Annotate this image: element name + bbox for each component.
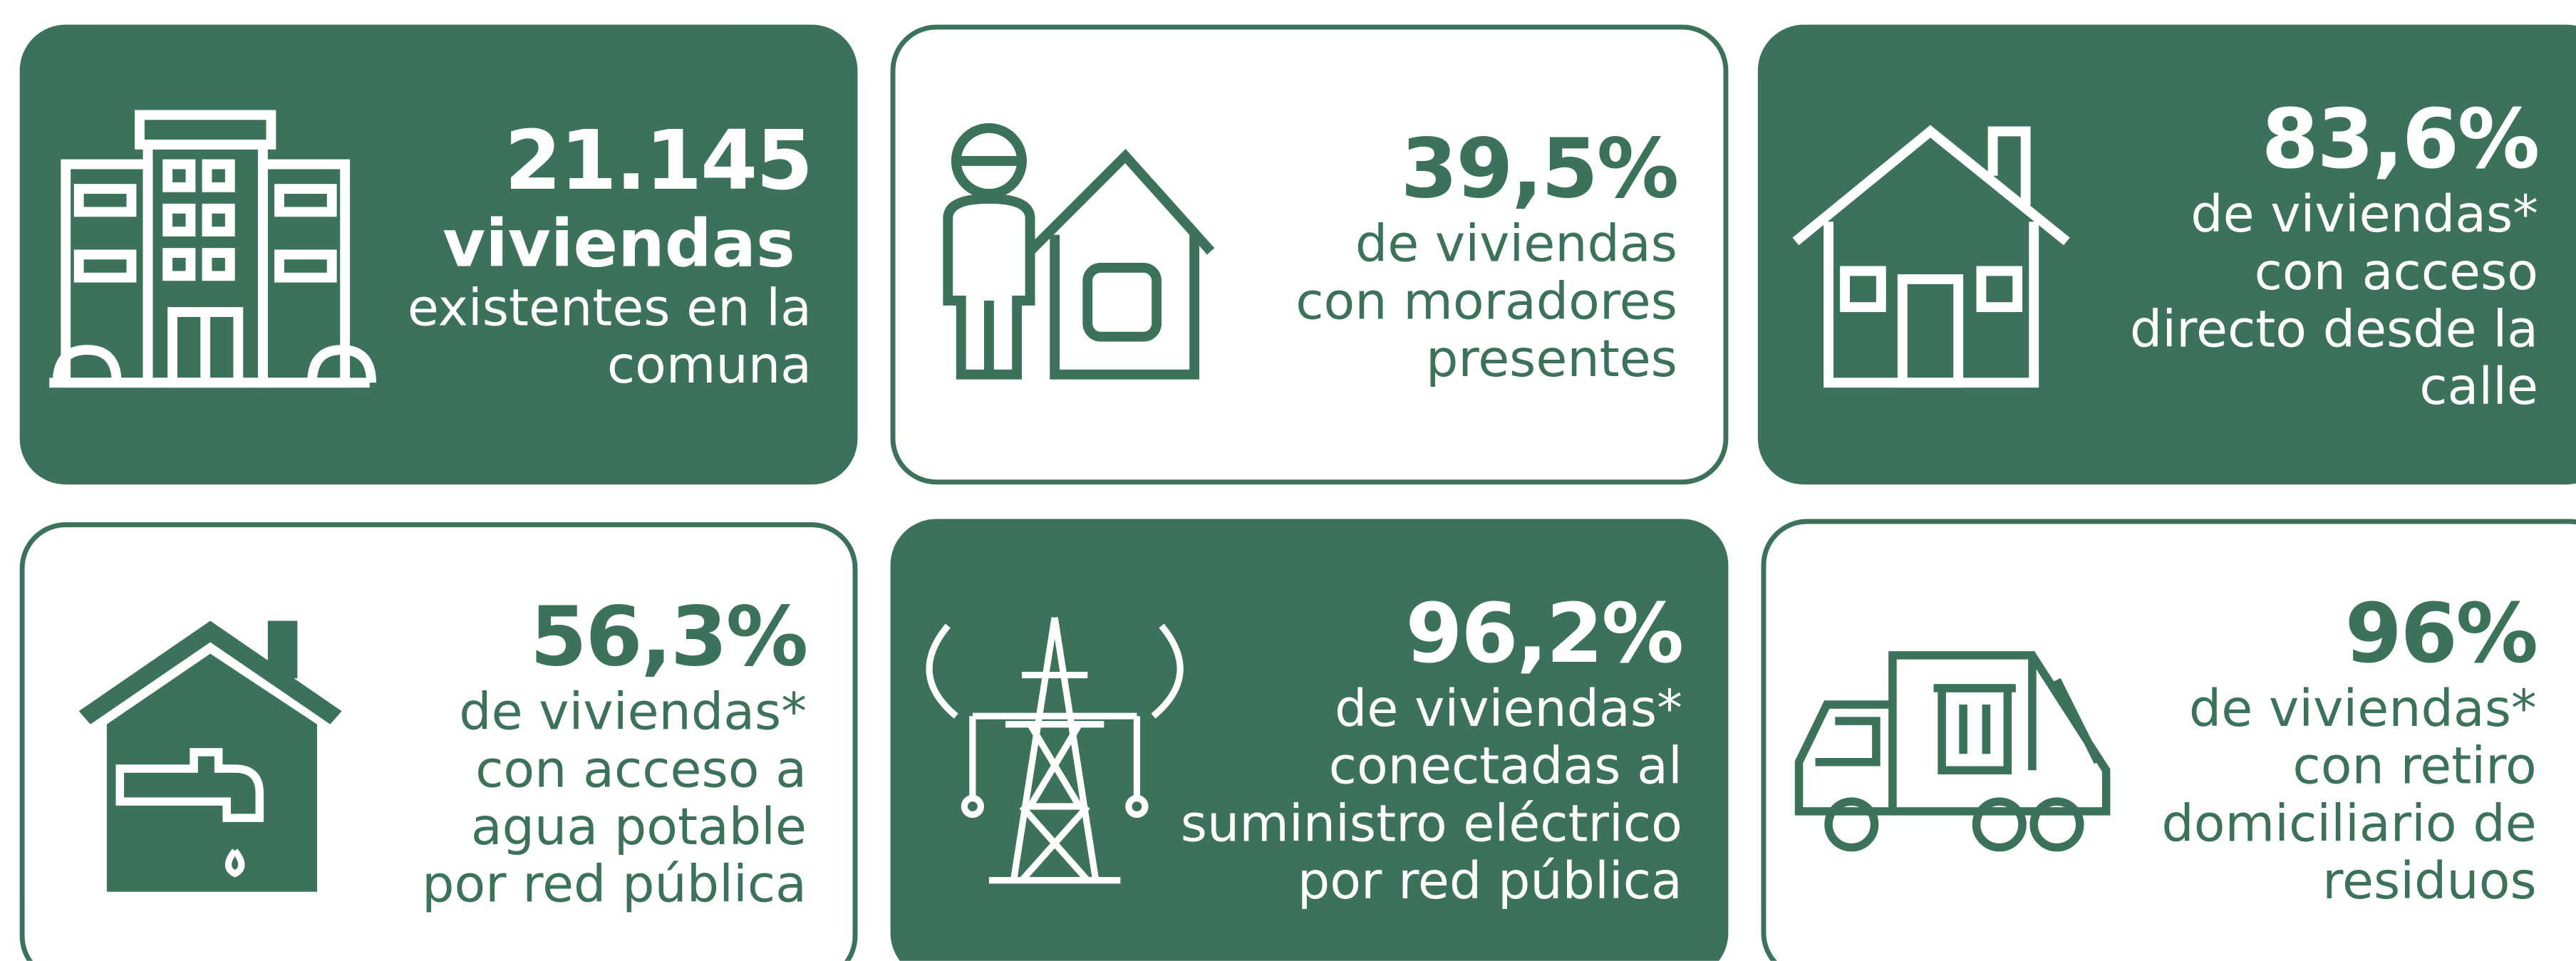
card-line: por red pública [1297, 852, 1682, 912]
card-text: 21.145 viviendas existentes en la comuna [407, 25, 813, 485]
card-line: agua potable [470, 798, 807, 858]
card-line: de viviendas* [2190, 185, 2538, 245]
card-line: de viviendas* [2188, 680, 2537, 739]
card: 83,6% de viviendas* con acceso directo d… [1757, 24, 2576, 485]
card-line: de viviendas* [459, 683, 807, 743]
card-value: 21.145 [504, 113, 813, 209]
card-line: de viviendas [1355, 214, 1677, 274]
card: 96,2% de viviendas* conectadas al sumini… [890, 519, 1729, 961]
card-line: con moradores [1295, 271, 1677, 331]
card-value: 39,5% [1400, 120, 1680, 217]
card-text: 96,2% de viviendas* conectadas al sumini… [1180, 519, 1684, 961]
card-text: 39,5% de viviendas con moradores present… [1295, 29, 1680, 479]
card: 39,5% de viviendas con moradores present… [890, 24, 1729, 485]
card-text: 56,3% de viviendas* con acceso a agua po… [422, 527, 809, 961]
card-line: con acceso [2254, 243, 2538, 303]
card-line: conectadas al [1328, 737, 1682, 797]
card-line: de viviendas* [1335, 680, 1682, 739]
card-line: directo desde la [2129, 300, 2538, 360]
card-line: calle [2419, 358, 2538, 417]
truck-icon [1794, 651, 2111, 852]
card-line: residuos [2322, 852, 2537, 912]
card: 21.145 viviendas existentes en la comuna [19, 24, 858, 485]
card-value: 96,2% [1405, 586, 1684, 682]
card-line: con retiro [2292, 737, 2537, 797]
tower-icon [926, 617, 1184, 884]
card-text: 96% de viviendas* con retiro domiciliari… [2161, 524, 2538, 960]
card-value: 83,6% [2261, 92, 2540, 187]
card-line: existentes en la [407, 279, 812, 338]
card-line: comuna [606, 336, 812, 396]
card-bold: viviendas [443, 207, 795, 283]
card-value: 96% [2344, 586, 2538, 682]
building-icon [49, 110, 376, 388]
house-icon [1792, 125, 2070, 388]
card: 96% de viviendas* con retiro domiciliari… [1761, 519, 2576, 961]
card-line: por red pública [422, 856, 807, 915]
card-value: 56,3% [529, 589, 809, 685]
water-house-icon [78, 620, 342, 892]
card-line: presentes [1426, 329, 1677, 389]
card-line: con acceso a [475, 740, 807, 800]
card: 56,3% de viviendas* con acceso a agua po… [19, 522, 858, 961]
card-line: domiciliario de [2161, 794, 2537, 854]
card-text: 83,6% de viviendas* con acceso directo d… [2129, 25, 2540, 485]
person-house-icon [943, 123, 1215, 380]
card-line: suministro eléctrico [1180, 794, 1682, 854]
